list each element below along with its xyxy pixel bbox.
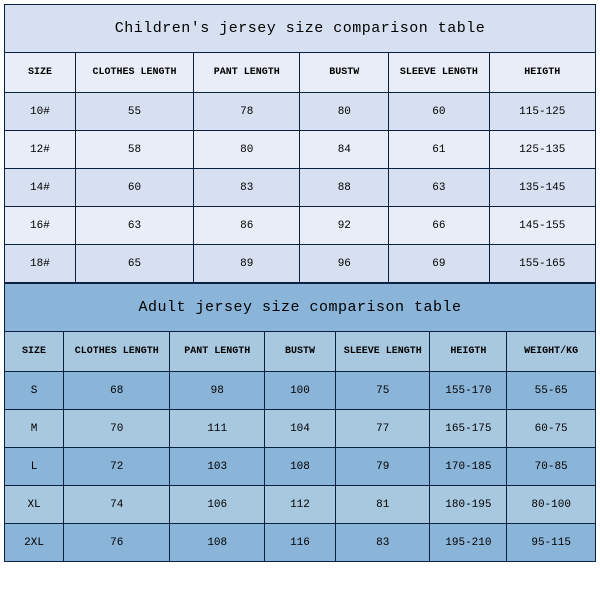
adult-cell: 74 (64, 486, 170, 524)
children-cell: 80 (194, 131, 300, 169)
adult-cell: 195-210 (430, 524, 507, 562)
children-cell: 86 (194, 207, 300, 245)
adult-cell: 112 (265, 486, 336, 524)
adult-header-cell: BUSTW (265, 332, 336, 372)
children-cell: 92 (300, 207, 389, 245)
adult-cell: 155-170 (430, 372, 507, 410)
adult-cell: XL (5, 486, 64, 524)
children-cell: 88 (300, 169, 389, 207)
children-cell: 89 (194, 245, 300, 283)
adult-cell: 79 (335, 448, 430, 486)
children-cell: 18# (5, 245, 76, 283)
children-cell: 58 (75, 131, 193, 169)
children-cell: 14# (5, 169, 76, 207)
children-header-cell: PANT LENGTH (194, 53, 300, 93)
children-cell: 63 (389, 169, 489, 207)
adult-cell: 72 (64, 448, 170, 486)
children-cell: 60 (75, 169, 193, 207)
children-cell: 12# (5, 131, 76, 169)
children-row: 14#60838863135-145 (5, 169, 596, 207)
adult-cell: 68 (64, 372, 170, 410)
children-header-cell: CLOTHES LENGTH (75, 53, 193, 93)
children-cell: 83 (194, 169, 300, 207)
adult-cell: S (5, 372, 64, 410)
children-cell: 145-155 (489, 207, 595, 245)
adult-cell: 100 (265, 372, 336, 410)
adult-cell: 108 (265, 448, 336, 486)
children-cell: 78 (194, 93, 300, 131)
adult-cell: 111 (170, 410, 265, 448)
adult-cell: 180-195 (430, 486, 507, 524)
adult-cell: 165-175 (430, 410, 507, 448)
children-header-cell: SIZE (5, 53, 76, 93)
adult-title: Adult jersey size comparison table (5, 284, 596, 332)
children-row: 18#65899669155-165 (5, 245, 596, 283)
adult-row: M7011110477165-17560-75 (5, 410, 596, 448)
children-cell: 80 (300, 93, 389, 131)
adult-cell: 116 (265, 524, 336, 562)
children-row: 16#63869266145-155 (5, 207, 596, 245)
adult-cell: 75 (335, 372, 430, 410)
adult-header-cell: SIZE (5, 332, 64, 372)
adult-cell: 170-185 (430, 448, 507, 486)
children-size-table: Children's jersey size comparison tableS… (4, 4, 596, 283)
children-cell: 60 (389, 93, 489, 131)
adult-cell: 80-100 (507, 486, 596, 524)
adult-cell: 77 (335, 410, 430, 448)
children-cell: 16# (5, 207, 76, 245)
adult-row: 2XL7610811683195-21095-115 (5, 524, 596, 562)
adult-row: XL7410611281180-19580-100 (5, 486, 596, 524)
adult-cell: 60-75 (507, 410, 596, 448)
adult-header-cell: PANT LENGTH (170, 332, 265, 372)
children-cell: 66 (389, 207, 489, 245)
children-cell: 125-135 (489, 131, 595, 169)
children-cell: 55 (75, 93, 193, 131)
children-cell: 135-145 (489, 169, 595, 207)
adult-header-cell: WEIGHT/KG (507, 332, 596, 372)
children-cell: 96 (300, 245, 389, 283)
adult-row: S689810075155-17055-65 (5, 372, 596, 410)
children-header-cell: BUSTW (300, 53, 389, 93)
children-cell: 10# (5, 93, 76, 131)
children-cell: 115-125 (489, 93, 595, 131)
tables-container: Children's jersey size comparison tableS… (0, 0, 600, 566)
children-header-cell: HEIGTH (489, 53, 595, 93)
children-cell: 65 (75, 245, 193, 283)
children-cell: 63 (75, 207, 193, 245)
adult-cell: 103 (170, 448, 265, 486)
adult-cell: 83 (335, 524, 430, 562)
adult-cell: 81 (335, 486, 430, 524)
adult-cell: 55-65 (507, 372, 596, 410)
children-cell: 69 (389, 245, 489, 283)
adult-cell: 104 (265, 410, 336, 448)
children-header-cell: SLEEVE LENGTH (389, 53, 489, 93)
adult-cell: 70-85 (507, 448, 596, 486)
adult-header-cell: CLOTHES LENGTH (64, 332, 170, 372)
adult-cell: 95-115 (507, 524, 596, 562)
children-cell: 61 (389, 131, 489, 169)
adult-cell: 70 (64, 410, 170, 448)
adult-cell: L (5, 448, 64, 486)
adult-cell: 76 (64, 524, 170, 562)
children-title: Children's jersey size comparison table (5, 5, 596, 53)
children-row: 10#55788060115-125 (5, 93, 596, 131)
children-cell: 155-165 (489, 245, 595, 283)
adult-size-table: Adult jersey size comparison tableSIZECL… (4, 283, 596, 562)
adult-header-cell: SLEEVE LENGTH (335, 332, 430, 372)
adult-cell: 108 (170, 524, 265, 562)
adult-cell: 2XL (5, 524, 64, 562)
adult-cell: M (5, 410, 64, 448)
adult-cell: 98 (170, 372, 265, 410)
adult-header-cell: HEIGTH (430, 332, 507, 372)
children-row: 12#58808461125-135 (5, 131, 596, 169)
adult-cell: 106 (170, 486, 265, 524)
adult-row: L7210310879170-18570-85 (5, 448, 596, 486)
children-cell: 84 (300, 131, 389, 169)
